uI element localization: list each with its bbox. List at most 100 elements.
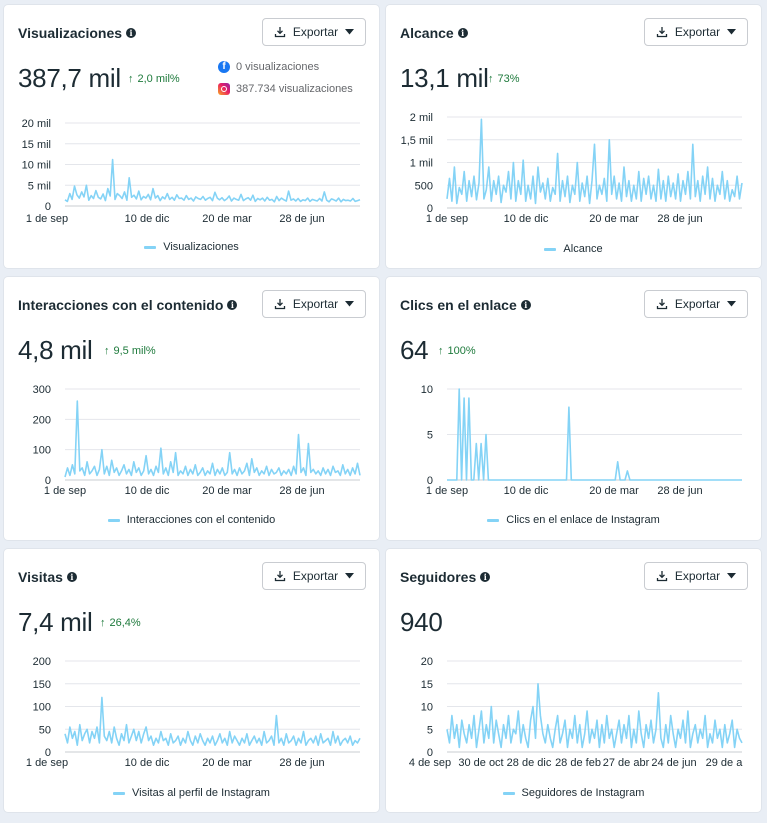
- metric-delta: ↑ 26,4%: [100, 617, 141, 629]
- export-button[interactable]: Exportar: [262, 562, 366, 590]
- y-tick-label: 50: [39, 724, 51, 736]
- info-icon[interactable]: i: [520, 300, 531, 310]
- x-tick-label: 10 de dic: [125, 213, 170, 225]
- info-icon[interactable]: i: [66, 572, 77, 582]
- line-chart[interactable]: 0 5 10 15 20 4 de sep 30 de oct 28 de dic 28 de …: [386, 549, 761, 812]
- export-button[interactable]: Exportar: [262, 290, 366, 318]
- chart-legend[interactable]: Visualizaciones: [4, 241, 379, 253]
- y-tick-label: 200: [33, 414, 51, 426]
- y-tick-label: 5: [427, 430, 433, 442]
- metric-delta: ↑ 2,0 mil%: [128, 73, 180, 85]
- export-label: Exportar: [292, 25, 339, 39]
- info-icon[interactable]: i: [126, 28, 137, 38]
- export-label: Exportar: [292, 569, 339, 583]
- chart-legend[interactable]: Visitas al perfil de Instagram: [4, 787, 379, 799]
- arrow-up-icon: ↑: [100, 617, 106, 629]
- y-tick-label: 0: [427, 747, 433, 759]
- metric-value: 64: [400, 335, 429, 365]
- x-tick-label: 28 de jun: [657, 213, 702, 225]
- y-tick-label: 0: [427, 203, 433, 215]
- line-chart[interactable]: 0 500 1 mil 1,5 mil 2 mil 1 de sep 10 de dic 20…: [386, 5, 761, 268]
- y-tick-label: 2 mil: [410, 112, 433, 124]
- x-tick-label: 10 de dic: [125, 757, 170, 769]
- y-tick-label: 0: [45, 201, 51, 213]
- source-text: 0 visualizaciones: [236, 61, 320, 73]
- x-tick-label: 20 de mar: [589, 213, 639, 225]
- info-icon[interactable]: i: [457, 28, 468, 38]
- x-tick-label: 4 de sep: [409, 757, 451, 769]
- metric-value: 387,7 mil: [18, 63, 121, 93]
- info-icon[interactable]: i: [480, 572, 491, 582]
- x-tick-label: 1 de sep: [426, 485, 468, 497]
- series-line[interactable]: [64, 696, 361, 746]
- y-tick-label: 5: [427, 724, 433, 736]
- download-icon: [274, 299, 285, 310]
- y-tick-label: 10: [421, 384, 433, 396]
- card-alcance: Alcance i Exportar 13,1 mil ↑ 73% 0 500 1 …: [386, 5, 761, 268]
- legend-swatch: [544, 247, 557, 251]
- card-clics: Clics en el enlace i Exportar 64 ↑ 100% …: [386, 277, 761, 540]
- line-chart[interactable]: 0 5 10 1 de sep 10 de dic 20 de mar 28 de jun: [386, 277, 761, 540]
- info-icon[interactable]: i: [227, 300, 238, 310]
- card-title: Alcance i: [400, 25, 468, 41]
- series-line[interactable]: [446, 118, 743, 205]
- line-chart[interactable]: 0 5 mil 10 mil 15 mil 20 mil 1 de sep 10 de di…: [4, 5, 379, 268]
- card-title-text: Alcance: [400, 25, 454, 41]
- instagram-icon: [218, 83, 230, 95]
- export-button[interactable]: Exportar: [644, 562, 748, 590]
- arrow-up-icon: ↑: [104, 345, 110, 357]
- series-line[interactable]: [447, 388, 742, 481]
- series-line[interactable]: [64, 158, 361, 203]
- legend-swatch: [502, 791, 515, 795]
- card-title-text: Clics en el enlace: [400, 297, 517, 313]
- series-line[interactable]: [64, 400, 361, 478]
- series-line[interactable]: [446, 683, 743, 749]
- y-tick-label: 200: [33, 656, 51, 668]
- y-tick-label: 20 mil: [22, 118, 51, 130]
- export-button[interactable]: Exportar: [644, 290, 748, 318]
- export-button[interactable]: Exportar: [644, 18, 748, 46]
- arrow-up-icon: ↑: [488, 73, 494, 85]
- metric-delta-text: 2,0 mil%: [137, 73, 180, 85]
- card-seguidores: Seguidores i Exportar 940 0 5 10 15 20 4 de s…: [386, 549, 761, 812]
- card-title-text: Seguidores: [400, 569, 477, 585]
- export-label: Exportar: [674, 569, 721, 583]
- x-tick-label: 28 de feb: [555, 757, 601, 769]
- caret-down-icon: [727, 573, 737, 579]
- y-tick-label: 150: [33, 679, 51, 691]
- x-tick-label: 20 de mar: [202, 757, 252, 769]
- y-tick-label: 0: [45, 475, 51, 487]
- line-chart[interactable]: 0 50 100 150 200 1 de sep 10 de dic 20 de mar 28…: [4, 549, 379, 812]
- y-tick-label: 5 mil: [28, 180, 51, 192]
- chart-legend[interactable]: Seguidores de Instagram: [386, 787, 761, 799]
- y-tick-label: 0: [45, 747, 51, 759]
- source-facebook: f 0 visualizaciones: [218, 61, 319, 73]
- chart-legend[interactable]: Alcance: [386, 243, 761, 255]
- chart-legend[interactable]: Clics en el enlace de Instagram: [386, 514, 761, 526]
- x-tick-label: 20 de mar: [202, 485, 252, 497]
- card-title-text: Visitas: [18, 569, 63, 585]
- line-chart[interactable]: 0 100 200 300 1 de sep 10 de dic 20 de mar 28 d…: [4, 277, 379, 540]
- legend-swatch: [487, 518, 500, 522]
- card-visitas: Visitas i Exportar 7,4 mil ↑ 26,4% 0 50 10…: [4, 549, 379, 812]
- x-tick-label: 1 de sep: [26, 757, 68, 769]
- card-title-text: Interacciones con el contenido: [18, 297, 224, 313]
- y-tick-label: 500: [415, 180, 433, 192]
- x-tick-label: 10 de dic: [125, 485, 170, 497]
- x-tick-label: 28 de jun: [279, 213, 324, 225]
- facebook-icon: f: [218, 61, 230, 73]
- export-button[interactable]: Exportar: [262, 18, 366, 46]
- metric-value: 940: [400, 607, 443, 637]
- x-tick-label: 1 de sep: [26, 213, 68, 225]
- legend-label: Interacciones con el contenido: [126, 514, 276, 526]
- y-tick-label: 10: [421, 702, 433, 714]
- x-tick-label: 1 de sep: [44, 485, 86, 497]
- card-title-text: Visualizaciones: [18, 25, 123, 41]
- metric-delta-text: 73%: [497, 73, 520, 85]
- x-tick-label: 28 de jun: [657, 485, 702, 497]
- source-text: 387.734 visualizaciones: [236, 83, 353, 95]
- y-tick-label: 100: [33, 702, 51, 714]
- chart-legend[interactable]: Interacciones con el contenido: [4, 514, 379, 526]
- download-icon: [274, 27, 285, 38]
- x-tick-label: 20 de mar: [589, 485, 639, 497]
